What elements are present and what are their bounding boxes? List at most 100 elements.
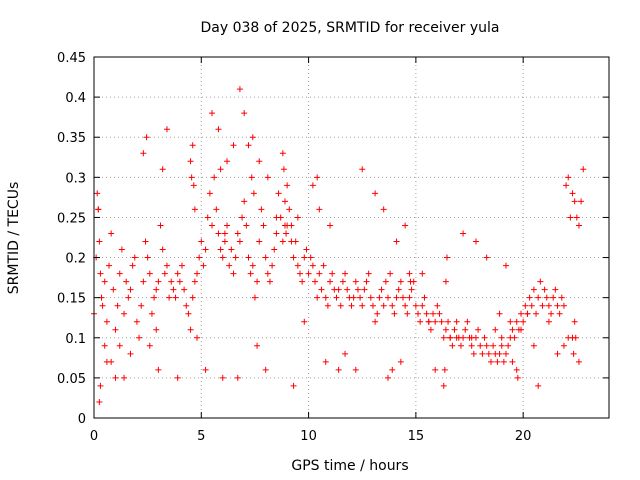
data-point [269,262,276,269]
data-point [129,262,136,269]
data-point [249,134,256,141]
data-point [393,294,400,301]
data-point [247,270,254,277]
data-point [511,334,518,341]
y-tick-label: 0.45 [57,51,86,66]
data-point [384,374,391,381]
data-point [322,358,329,365]
gridlines [94,57,609,418]
data-point [143,134,150,141]
data-point [505,342,512,349]
data-point [318,286,325,293]
y-tick-label: 0.05 [57,372,86,387]
data-point [303,246,310,253]
data-point [563,182,570,189]
data-point [245,142,252,149]
data-point [183,302,190,309]
data-point [209,222,216,229]
y-tick-label: 0.1 [65,332,86,347]
data-point [116,342,123,349]
x-tick-label: 15 [408,429,425,444]
data-point [348,302,355,309]
data-point [327,222,334,229]
data-point [445,318,452,325]
data-point [254,278,261,285]
data-point [402,302,409,309]
chart-title: Day 038 of 2025, SRMTID for receiver yul… [200,20,499,36]
data-point [541,286,548,293]
data-point [224,222,231,229]
data-point [530,342,537,349]
data-point [440,334,447,341]
data-point [307,254,314,261]
data-point [407,278,414,285]
data-point [97,382,104,389]
data-point [382,278,389,285]
data-point [503,262,509,269]
data-point [209,110,216,117]
data-point [339,278,346,285]
data-point [475,326,482,333]
data-point [103,318,110,325]
y-tick-label: 0.35 [57,131,86,146]
data-point [500,358,507,365]
data-point [219,374,226,381]
data-point [194,270,200,277]
data-point [256,238,263,245]
data-point [397,278,404,285]
data-point [140,150,147,157]
data-point [518,326,525,333]
y-tick-label: 0.25 [57,211,86,226]
data-point [314,174,321,181]
data-point [281,198,288,205]
data-point [305,270,312,277]
x-tick-label: 10 [300,429,317,444]
data-point [157,222,164,229]
data-point [535,382,542,389]
data-point [363,278,370,285]
data-point [163,262,170,269]
data-point [565,334,572,341]
data-point [211,174,218,181]
data-point [260,222,267,229]
data-point [133,318,140,325]
data-point [290,382,297,389]
data-point [297,270,303,277]
data-point [567,214,574,221]
data-point [251,294,258,301]
data-point [262,366,269,373]
data-point [101,342,108,349]
data-point [262,254,269,261]
data-point [337,302,344,309]
data-point [125,294,132,301]
data-point [151,294,158,301]
data-point [537,278,544,285]
data-point [230,142,237,149]
data-point [335,286,342,293]
data-point [324,302,331,309]
data-point [520,318,527,325]
y-axis-ticks: 0 0.05 0.1 0.15 0.2 0.25 0.3 0.35 0.4 0.45 [57,51,609,427]
data-point [161,270,168,277]
y-tick-label: 0.4 [65,91,86,106]
data-point [127,286,134,293]
data-point [320,262,327,269]
data-point [312,278,319,285]
data-point [453,334,460,341]
data-point [419,270,426,277]
data-point [421,294,428,301]
data-point [187,158,194,165]
data-point [378,286,385,293]
data-point [136,334,143,341]
data-point [350,294,357,301]
data-point [181,286,188,293]
data-point [365,270,372,277]
data-point [329,270,336,277]
data-point [571,318,578,325]
data-point [565,174,572,181]
data-point [248,174,255,181]
data-point [552,286,559,293]
data-point [204,214,211,221]
data-point [509,326,516,333]
data-point [299,278,306,285]
